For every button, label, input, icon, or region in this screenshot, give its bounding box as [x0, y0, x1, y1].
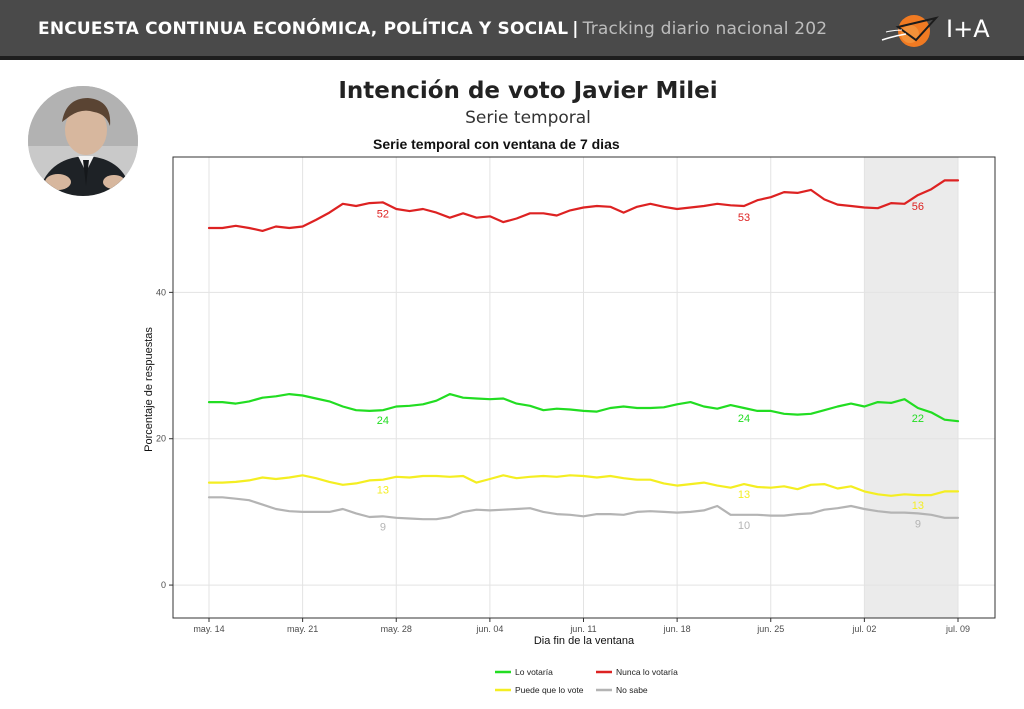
legend-label: No sabe: [616, 685, 648, 695]
shaded-period: [864, 157, 958, 618]
legend-label: Nunca lo votaría: [616, 667, 678, 677]
page-title: Intención de voto Javier Milei: [338, 78, 718, 104]
logo-text: I+A: [946, 15, 990, 43]
series-line: [207, 474, 960, 497]
legend-label: Puede que lo vote: [515, 685, 584, 695]
x-tick-label: jun. 18: [663, 624, 691, 634]
paper-plane-logo-icon: [881, 15, 939, 47]
header-title: ENCUESTA CONTINUA ECONÓMICA, POLÍTICA Y …: [38, 19, 569, 39]
page-subtitle: Serie temporal: [465, 108, 591, 128]
chart-title: Serie temporal con ventana de 7 dias: [373, 136, 620, 152]
data-label: 13: [738, 489, 750, 501]
x-tick-label: jun. 11: [569, 624, 596, 634]
data-label: 9: [915, 518, 921, 530]
brand-logo: I+A: [880, 10, 1000, 50]
data-label: 13: [912, 500, 924, 512]
data-label: 53: [738, 212, 750, 224]
data-label: 22: [912, 413, 924, 425]
y-tick-label: 40: [156, 287, 166, 297]
y-axis-label: Porcentaje de respuestas: [143, 327, 155, 452]
legend-label: Lo votaría: [515, 667, 553, 677]
header-title-line: ENCUESTA CONTINUA ECONÓMICA, POLÍTICA Y …: [38, 19, 827, 39]
x-axis-label: Dia fin de la ventana: [534, 635, 635, 647]
data-label: 52: [377, 208, 389, 220]
series-line: [207, 179, 960, 232]
data-label: 10: [738, 520, 750, 532]
data-label: 13: [377, 485, 389, 497]
x-tick-label: jul. 09: [945, 624, 970, 634]
data-label: 9: [380, 521, 386, 533]
series-line: [207, 496, 960, 521]
series-line: [207, 393, 960, 423]
y-tick-label: 0: [161, 580, 166, 590]
header-subtitle: Tracking diario nacional 202: [582, 19, 828, 39]
x-tick-label: jun. 04: [475, 624, 503, 634]
header-separator: |: [572, 19, 579, 39]
x-tick-label: may. 21: [287, 624, 318, 634]
data-label: 24: [377, 415, 389, 427]
x-tick-label: jul. 02: [851, 624, 876, 634]
x-tick-label: may. 14: [193, 624, 224, 634]
data-label: 56: [912, 201, 924, 213]
header-bar: ENCUESTA CONTINUA ECONÓMICA, POLÍTICA Y …: [0, 0, 1024, 60]
y-tick-label: 20: [156, 434, 166, 444]
x-tick-label: may. 28: [381, 624, 412, 634]
x-tick-label: jun. 25: [756, 624, 784, 634]
data-label: 24: [738, 413, 750, 425]
